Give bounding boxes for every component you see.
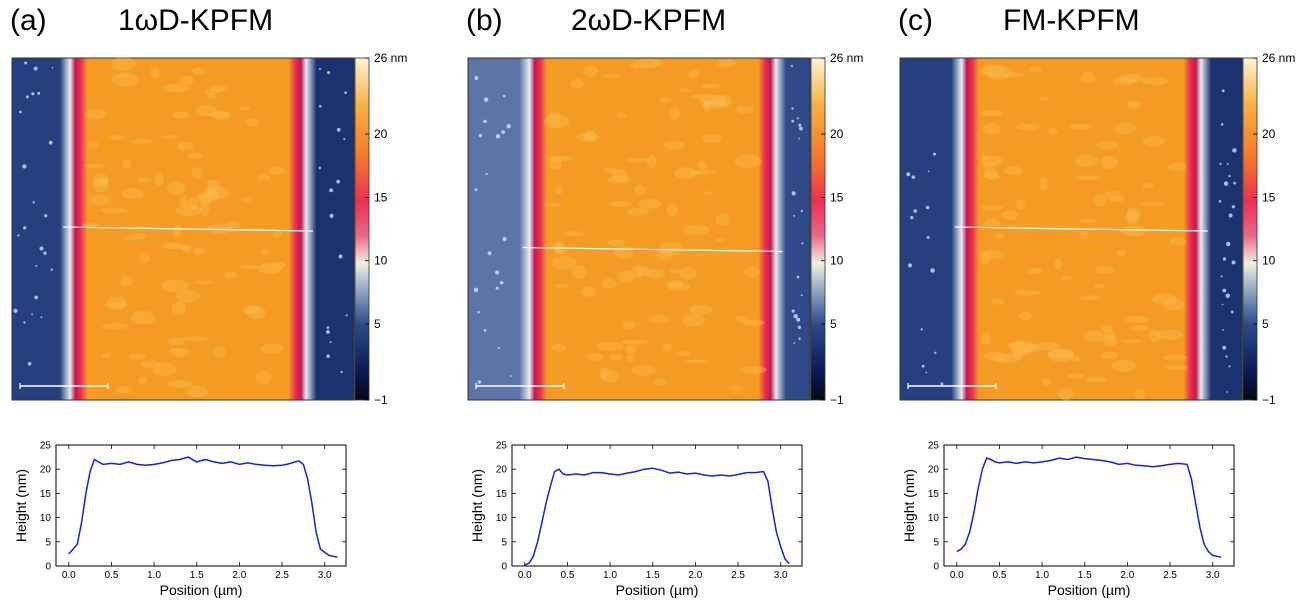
x-tick-label: 0.0 <box>950 570 964 581</box>
x-tick-label: 1.5 <box>1078 570 1092 581</box>
panel-label: (a) <box>10 4 47 37</box>
y-axis-label: Height (nm) <box>901 469 917 542</box>
x-tick-label: 1.5 <box>190 570 204 581</box>
y-tick-label: 15 <box>40 489 52 500</box>
panel-label: (b) <box>466 4 503 37</box>
colorbar-tick-label: 26 nm <box>1262 51 1295 65</box>
panel-figure: 26 nm 20 15 10 5 −1 0.0 0.5 1.0 1.5 2.0 2.5 3.0 0 5 10 1… <box>11 51 407 598</box>
y-tick-label: 5 <box>933 537 939 548</box>
y-axis-label: Height (nm) <box>469 469 485 542</box>
afm-topography-image <box>467 57 811 401</box>
y-tick-label: 10 <box>496 513 508 524</box>
colorbar <box>810 57 826 401</box>
colorbar-tick-label: −1 <box>374 393 388 407</box>
colorbar-tick-label: 10 <box>374 254 388 268</box>
colorbar-tick-label: 20 <box>830 127 844 141</box>
y-tick-label: 25 <box>496 441 508 452</box>
y-tick-label: 10 <box>40 513 52 524</box>
colorbar-tick-label: 20 <box>374 127 388 141</box>
x-tick-label: 2.5 <box>275 570 289 581</box>
profile-frame <box>55 444 347 567</box>
y-tick-label: 5 <box>501 537 507 548</box>
x-tick-label: 3.0 <box>1206 570 1220 581</box>
x-tick-label: 2.0 <box>232 570 246 581</box>
panel-a: (a) 1ωD-KPFM 26 nm 20 15 10 5 −1 0.0 0.5 1.0 1.5 2… <box>0 0 437 609</box>
x-tick-label: 0.0 <box>518 570 532 581</box>
x-tick-label: 0.5 <box>560 570 574 581</box>
y-tick-label: 25 <box>40 441 52 452</box>
profile-line-marker <box>954 226 1208 232</box>
colorbar-tick-label: 10 <box>830 254 844 268</box>
panel-figure: 26 nm 20 15 10 5 −1 0.0 0.5 1.0 1.5 2.0 2.5 3.0 0 5 10 1… <box>899 51 1295 598</box>
colorbar-tick-label: 15 <box>830 190 844 204</box>
x-axis-label: Position (µm) <box>616 582 699 598</box>
x-tick-label: 1.0 <box>1035 570 1049 581</box>
colorbar-tick-label: 5 <box>1262 317 1269 331</box>
panel-title: FM-KPFM <box>1003 4 1140 37</box>
y-tick-label: 20 <box>496 465 508 476</box>
y-tick-label: 20 <box>928 465 940 476</box>
y-tick-label: 20 <box>40 465 52 476</box>
y-tick-label: 5 <box>45 537 51 548</box>
y-tick-label: 25 <box>928 441 940 452</box>
colorbar-tick-label: 20 <box>1262 127 1276 141</box>
x-tick-label: 2.5 <box>1163 570 1177 581</box>
colorbar-tick-label: −1 <box>1262 393 1276 407</box>
x-tick-label: 1.5 <box>646 570 660 581</box>
colorbar-tick-label: −1 <box>830 393 844 407</box>
height-profile-series <box>524 467 790 566</box>
colorbar-tick-label: 26 nm <box>830 51 863 65</box>
panel-figure: 26 nm 20 15 10 5 −1 0.0 0.5 1.0 1.5 2.0 2.5 3.0 0 5 10 1… <box>467 51 863 598</box>
x-tick-label: 2.5 <box>731 570 745 581</box>
height-profile-series <box>68 456 338 559</box>
panel-title: 2ωD-KPFM <box>571 4 727 37</box>
panel-c: (c) FM-KPFM 26 nm 20 15 10 5 −1 0.0 0.5 1.0 1.5 2.… <box>888 0 1312 609</box>
x-tick-label: 0.0 <box>62 570 76 581</box>
profile-frame <box>511 444 803 567</box>
x-axis-label: Position (µm) <box>1048 582 1131 598</box>
y-tick-label: 15 <box>928 489 940 500</box>
x-axis-label: Position (µm) <box>160 582 243 598</box>
panel-title: 1ωD-KPFM <box>118 4 274 37</box>
x-tick-label: 1.0 <box>603 570 617 581</box>
profile-line-marker <box>63 226 313 232</box>
y-tick-label: 10 <box>928 513 940 524</box>
colorbar-tick-label: 5 <box>374 317 381 331</box>
x-tick-label: 0.5 <box>104 570 118 581</box>
colorbar <box>354 57 370 401</box>
profile-line-marker <box>522 246 783 253</box>
colorbar-tick-label: 15 <box>374 190 388 204</box>
x-tick-label: 2.0 <box>1120 570 1134 581</box>
colorbar-tick-label: 10 <box>1262 254 1276 268</box>
y-tick-label: 0 <box>933 562 939 573</box>
x-tick-label: 3.0 <box>774 570 788 581</box>
y-tick-label: 0 <box>501 562 507 573</box>
height-profile-series <box>956 456 1222 559</box>
afm-texture <box>13 57 348 398</box>
y-tick-label: 0 <box>45 562 51 573</box>
x-tick-label: 3.0 <box>318 570 332 581</box>
y-tick-label: 15 <box>496 489 508 500</box>
panel-b: (b) 2ωD-KPFM 26 nm 20 15 10 5 −1 0.0 0.5 1.0 1.5 2… <box>456 0 893 609</box>
panel-label: (c) <box>898 4 933 37</box>
x-tick-label: 1.0 <box>147 570 161 581</box>
x-tick-label: 0.5 <box>992 570 1006 581</box>
afm-texture <box>473 58 804 394</box>
colorbar-tick-label: 5 <box>830 317 837 331</box>
profile-frame <box>943 444 1235 567</box>
afm-texture <box>906 64 1237 401</box>
colorbar <box>1242 57 1258 401</box>
colorbar-tick-label: 15 <box>1262 190 1276 204</box>
x-tick-label: 2.0 <box>688 570 702 581</box>
y-axis-label: Height (nm) <box>13 469 29 542</box>
colorbar-tick-label: 26 nm <box>374 51 407 65</box>
